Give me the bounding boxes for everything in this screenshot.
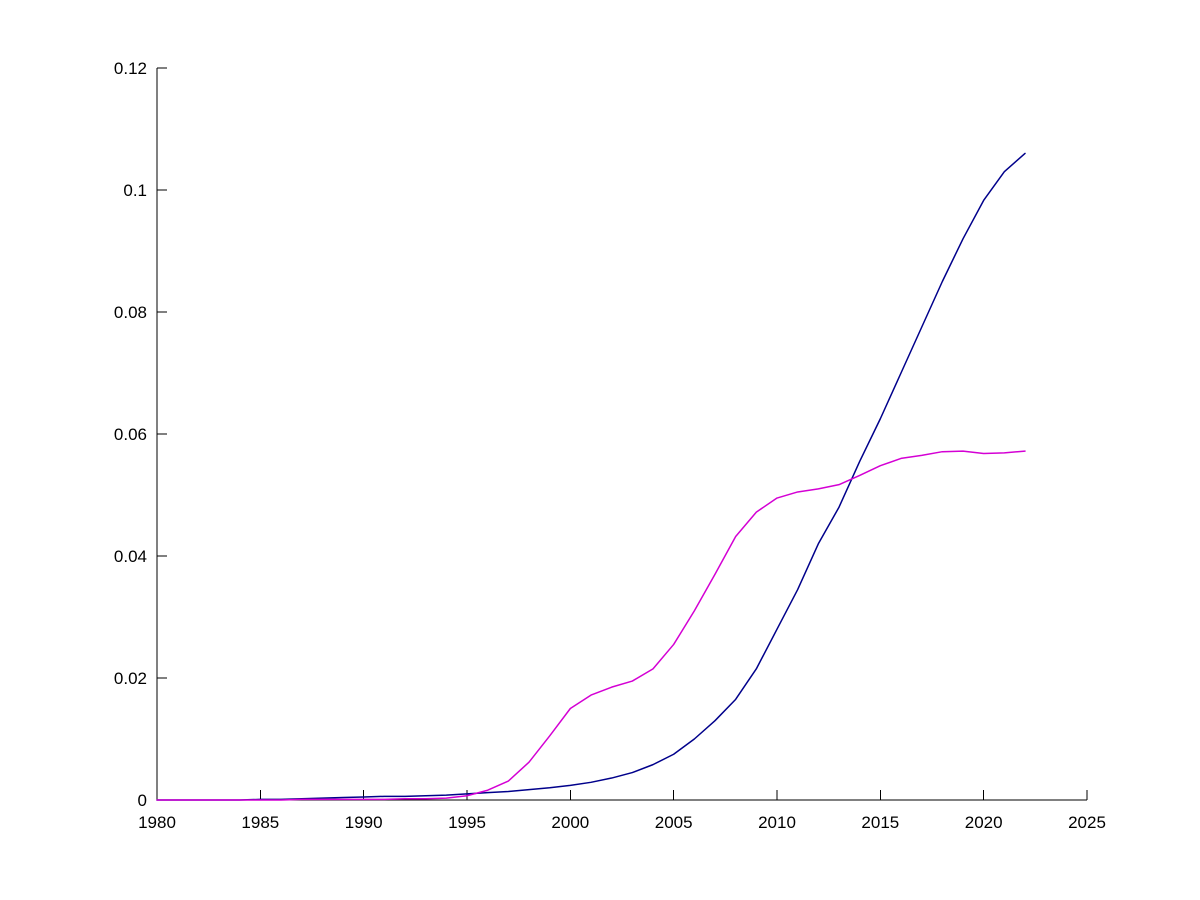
y-axis-tick-label: 0.06 [114, 425, 147, 444]
y-axis-tick-label: 0.12 [114, 59, 147, 78]
x-axis-tick-label: 2005 [655, 813, 693, 832]
y-axis-tick-label: 0.08 [114, 303, 147, 322]
blue-line [156, 152, 1026, 801]
y-axis-tick-label: 0.1 [123, 181, 147, 200]
x-axis-tick-label: 1990 [345, 813, 383, 832]
y-axis-tick-label: 0 [138, 791, 147, 810]
x-axis-tick-label: 2015 [861, 813, 899, 832]
x-axis-tick-label: 2020 [965, 813, 1003, 832]
x-axis-tick-label: 2010 [758, 813, 796, 832]
x-axis-tick-label: 1985 [241, 813, 279, 832]
x-axis-tick-label: 2000 [551, 813, 589, 832]
y-axis-tick-label: 0.04 [114, 547, 147, 566]
x-axis-tick-label: 2025 [1068, 813, 1106, 832]
x-axis-tick-label: 1995 [448, 813, 486, 832]
x-axis-tick-label: 1980 [138, 813, 176, 832]
y-axis-tick-label: 0.02 [114, 669, 147, 688]
magenta-line [156, 450, 1026, 801]
